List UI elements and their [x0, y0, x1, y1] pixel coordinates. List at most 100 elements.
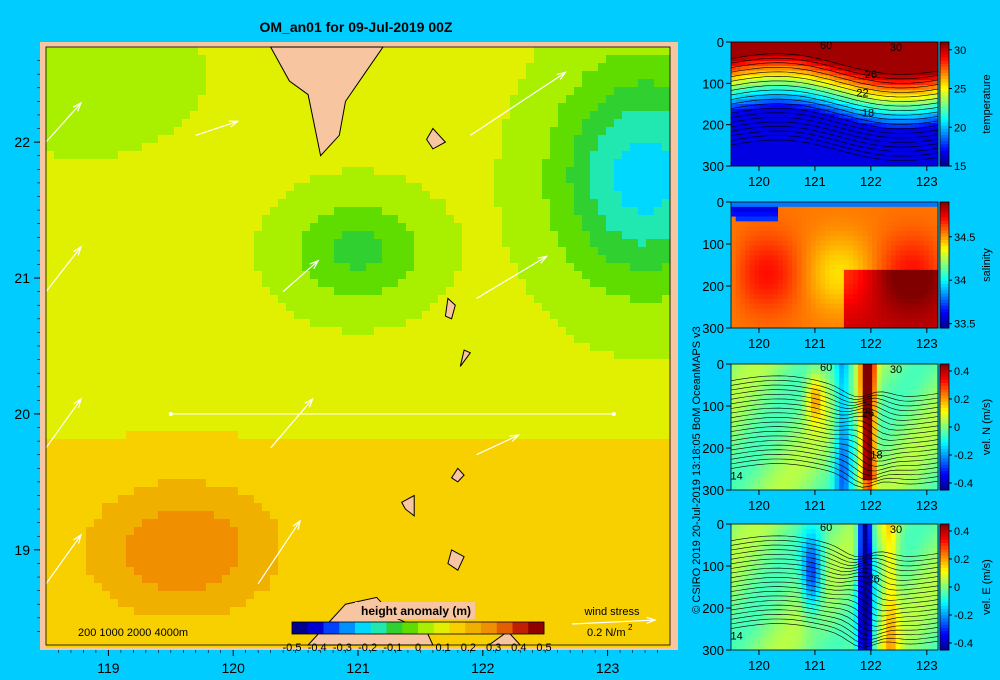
field-cell — [494, 255, 503, 264]
field-cell — [494, 591, 503, 600]
field-cell — [366, 431, 375, 440]
field-cell — [142, 551, 151, 560]
field-cell — [422, 87, 431, 96]
field-cell — [198, 231, 207, 240]
field-cell — [478, 55, 487, 64]
field-cell — [526, 439, 535, 448]
field-cell — [174, 151, 183, 160]
field-cell — [454, 487, 463, 496]
field-cell — [46, 103, 55, 112]
field-cell — [342, 135, 351, 144]
field-cell — [398, 295, 407, 304]
field-cell — [566, 287, 575, 296]
field-cell — [102, 559, 111, 568]
field-cell — [222, 623, 231, 632]
field-cell — [438, 199, 447, 208]
field-cell — [414, 55, 423, 64]
field-cell — [518, 591, 527, 600]
field-cell — [358, 367, 367, 376]
field-cell — [534, 591, 543, 600]
field-cell — [566, 583, 575, 592]
field-cell — [302, 455, 311, 464]
field-cell — [550, 295, 559, 304]
field-cell — [350, 215, 359, 224]
field-cell — [142, 583, 151, 592]
field-cell — [166, 71, 175, 80]
field-cell — [502, 207, 511, 216]
field-cell — [454, 223, 463, 232]
field-cell — [78, 463, 87, 472]
field-cell — [470, 143, 479, 152]
field-cell — [62, 119, 71, 128]
field-cell — [470, 631, 479, 640]
field-cell — [254, 575, 263, 584]
field-cell — [382, 415, 391, 424]
field-cell — [254, 135, 263, 144]
field-cell — [390, 559, 399, 568]
field-cell — [134, 487, 143, 496]
field-cell — [574, 143, 583, 152]
field-cell — [558, 207, 567, 216]
field-cell — [190, 519, 199, 528]
field-cell — [566, 263, 575, 272]
field-cell — [374, 319, 383, 328]
field-cell — [246, 599, 255, 608]
field-cell — [398, 279, 407, 288]
field-cell — [462, 511, 471, 520]
field-cell — [54, 295, 63, 304]
field-cell — [46, 71, 55, 80]
field-cell — [198, 143, 207, 152]
field-cell — [62, 375, 71, 384]
field-cell — [254, 431, 263, 440]
field-cell — [318, 311, 327, 320]
field-cell — [54, 79, 63, 88]
field-cell — [462, 391, 471, 400]
field-cell — [454, 367, 463, 376]
field-cell — [270, 367, 279, 376]
field-cell — [518, 111, 527, 120]
field-cell — [102, 167, 111, 176]
field-cell — [134, 471, 143, 480]
field-cell — [62, 175, 71, 184]
field-cell — [494, 399, 503, 408]
field-cell — [78, 135, 87, 144]
field-cell — [102, 399, 111, 408]
field-cell — [406, 71, 415, 80]
field-cell — [382, 143, 391, 152]
field-cell — [150, 263, 159, 272]
field-cell — [62, 559, 71, 568]
field-cell — [550, 151, 559, 160]
field-cell — [318, 223, 327, 232]
field-cell — [462, 543, 471, 552]
field-cell — [142, 319, 151, 328]
field-cell — [374, 399, 383, 408]
field-cell — [310, 335, 319, 344]
field-cell — [510, 495, 519, 504]
field-cell — [94, 359, 103, 368]
field-cell — [78, 543, 87, 552]
field-cell — [518, 511, 527, 520]
field-cell — [574, 327, 583, 336]
field-cell — [86, 175, 95, 184]
field-cell — [526, 103, 535, 112]
field-cell — [174, 119, 183, 128]
field-cell — [62, 183, 71, 192]
field-cell — [302, 175, 311, 184]
field-cell — [206, 559, 215, 568]
field-cell — [398, 159, 407, 168]
field-cell — [126, 223, 135, 232]
field-cell — [430, 119, 439, 128]
field-cell — [494, 111, 503, 120]
field-cell — [46, 375, 55, 384]
field-cell — [158, 591, 167, 600]
field-cell — [366, 383, 375, 392]
field-cell — [550, 551, 559, 560]
field-cell — [430, 543, 439, 552]
field-cell — [62, 231, 71, 240]
field-cell — [166, 127, 175, 136]
field-cell — [350, 143, 359, 152]
field-cell — [134, 87, 143, 96]
field-cell — [166, 359, 175, 368]
field-cell — [294, 343, 303, 352]
